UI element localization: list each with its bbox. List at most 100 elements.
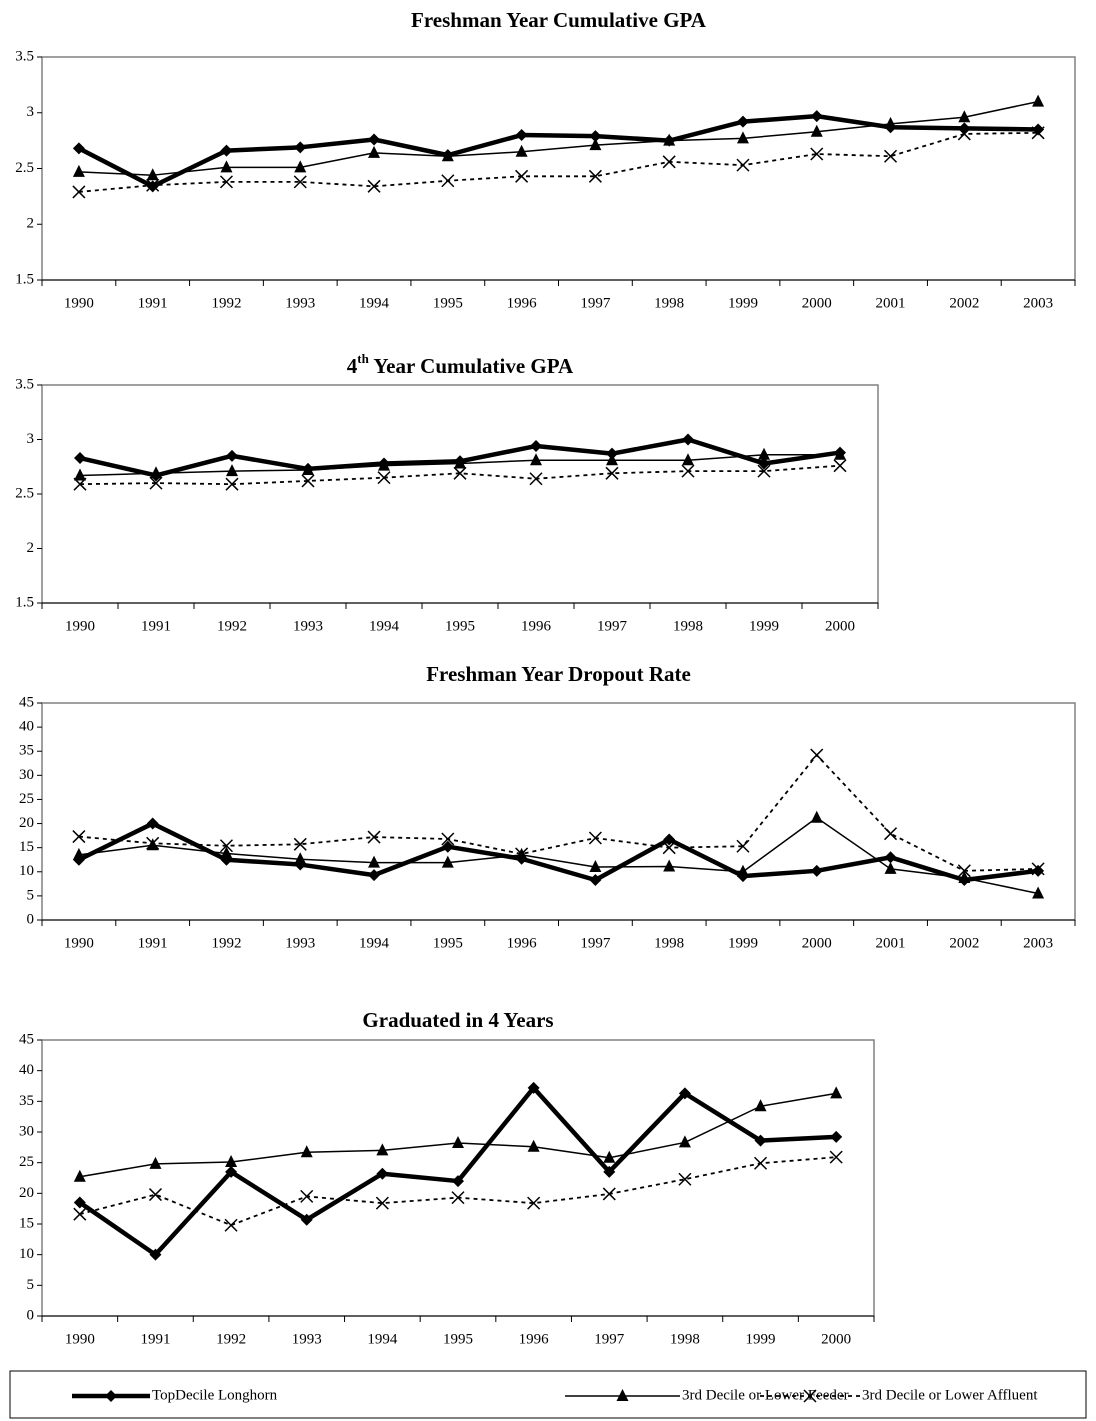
x-tick-label: 1991 xyxy=(138,935,168,951)
marker-diamond xyxy=(300,1213,313,1226)
marker-triangle xyxy=(220,160,233,173)
marker-triangle xyxy=(589,138,602,151)
marker-triangle xyxy=(150,466,162,479)
title-sup: th xyxy=(357,351,369,366)
marker-diamond xyxy=(758,457,770,470)
marker-triangle xyxy=(294,852,307,865)
marker-diamond xyxy=(294,141,307,154)
y-tick-label: 35 xyxy=(19,743,34,759)
y-tick-label: 5 xyxy=(27,1277,35,1293)
x-tick-label: 2000 xyxy=(821,1331,851,1347)
marker-triangle xyxy=(810,124,823,137)
marker-triangle xyxy=(73,1169,86,1182)
legend-label: 3rd Decile or Lower Affluent xyxy=(862,1387,1038,1403)
marker-diamond xyxy=(72,142,85,155)
marker-triangle xyxy=(149,1156,162,1169)
x-tick-label: 1992 xyxy=(217,618,247,634)
marker-x xyxy=(515,847,529,861)
marker-x xyxy=(146,178,160,192)
marker-x xyxy=(810,748,824,762)
marker-x xyxy=(803,1389,817,1403)
y-tick-label: 45 xyxy=(19,694,34,710)
marker-triangle xyxy=(830,1086,843,1099)
marker-diamond xyxy=(884,851,897,864)
marker-x xyxy=(754,1156,768,1170)
marker-x xyxy=(72,830,86,844)
y-tick-label: 3 xyxy=(27,104,35,120)
marker-diamond xyxy=(441,840,454,853)
y-tick-label: 1.5 xyxy=(15,271,34,287)
y-tick-label: 10 xyxy=(19,1246,34,1262)
marker-x xyxy=(148,1188,162,1202)
marker-triangle xyxy=(678,1135,691,1148)
marker-triangle xyxy=(220,846,233,859)
marker-triangle xyxy=(515,144,528,157)
marker-diamond xyxy=(368,869,381,882)
y-tick-label: 25 xyxy=(19,791,34,807)
legend-box xyxy=(9,1370,1087,1419)
marker-diamond xyxy=(515,129,528,142)
marker-triangle xyxy=(1032,886,1045,899)
marker-diamond xyxy=(663,833,676,846)
x-tick-label: 1995 xyxy=(433,935,463,951)
x-tick-label: 1991 xyxy=(140,1331,170,1347)
marker-triangle xyxy=(225,1155,238,1168)
marker-x xyxy=(1031,862,1045,876)
series-line xyxy=(78,131,1039,193)
marker-triangle xyxy=(368,855,381,868)
marker-triangle xyxy=(958,871,971,884)
marker-triangle xyxy=(376,1143,389,1156)
title-part: 4 xyxy=(347,354,358,378)
marker-triangle xyxy=(958,110,971,123)
x-tick-label: 1992 xyxy=(211,295,241,311)
y-tick-label: 30 xyxy=(19,767,34,783)
marker-triangle xyxy=(454,456,466,469)
x-tick-label: 1994 xyxy=(359,295,390,311)
x-tick-label: 1999 xyxy=(728,295,758,311)
marker-x xyxy=(219,175,233,189)
marker-x xyxy=(884,149,898,163)
marker-diamond xyxy=(810,864,823,877)
marker-x xyxy=(957,864,971,878)
marker-diamond xyxy=(530,440,542,453)
y-tick-label: 20 xyxy=(19,815,34,831)
chart-title: Freshman Year Cumulative GPA xyxy=(411,8,707,32)
marker-triangle xyxy=(441,149,454,162)
marker-diamond xyxy=(736,115,749,128)
marker-x xyxy=(515,169,529,183)
y-tick-label: 40 xyxy=(19,1062,34,1078)
y-tick-label: 35 xyxy=(19,1093,34,1109)
marker-x xyxy=(441,174,455,188)
marker-diamond xyxy=(527,1081,540,1094)
marker-x xyxy=(662,841,676,855)
x-tick-label: 1999 xyxy=(749,618,779,634)
marker-diamond xyxy=(368,133,381,146)
x-tick-label: 2002 xyxy=(949,295,979,311)
y-tick-label: 2 xyxy=(27,540,35,556)
marker-triangle xyxy=(441,855,454,868)
y-tick-label: 10 xyxy=(19,863,34,879)
y-tick-label: 1.5 xyxy=(15,594,34,610)
y-tick-label: 15 xyxy=(19,1215,34,1231)
marker-triangle xyxy=(736,864,749,877)
x-tick-label: 1993 xyxy=(293,618,323,634)
x-tick-label: 2000 xyxy=(802,935,832,951)
y-tick-label: 20 xyxy=(19,1185,34,1201)
chart-title: Graduated in 4 Years xyxy=(362,1008,553,1032)
marker-triangle xyxy=(663,133,676,146)
marker-diamond xyxy=(589,873,602,886)
marker-x xyxy=(367,830,381,844)
marker-x xyxy=(72,185,86,199)
chart-title: 4th Year Cumulative GPA xyxy=(347,351,574,378)
x-tick-label: 1993 xyxy=(292,1331,322,1347)
y-tick-label: 25 xyxy=(19,1154,34,1170)
marker-diamond xyxy=(376,1167,389,1180)
marker-triangle xyxy=(736,131,749,144)
marker-x xyxy=(451,1191,465,1205)
marker-x xyxy=(301,474,315,488)
marker-x xyxy=(957,127,971,141)
marker-diamond xyxy=(73,1196,86,1209)
x-tick-label: 2000 xyxy=(825,618,855,634)
marker-diamond xyxy=(830,1130,843,1143)
marker-triangle xyxy=(603,1150,616,1163)
